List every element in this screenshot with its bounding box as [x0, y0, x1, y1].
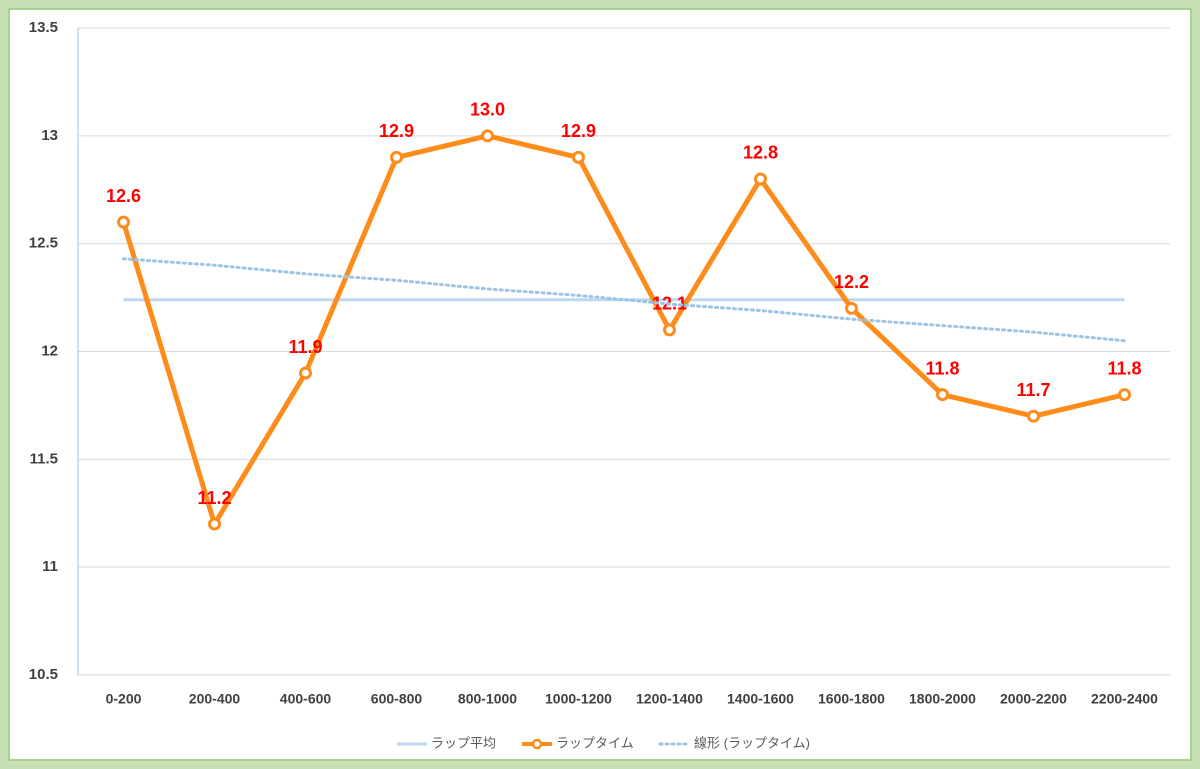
x-tick-label: 200-400 [189, 691, 241, 707]
x-tick-label: 1000-1200 [545, 691, 612, 707]
data-label: 11.9 [288, 337, 322, 357]
y-tick-label: 11 [42, 558, 58, 575]
chart-area [8, 8, 1192, 761]
point-marker [1118, 388, 1131, 402]
x-tick-label: 1800-2000 [909, 691, 976, 707]
point-marker [390, 150, 403, 164]
legend-label: ラップタイム [556, 735, 634, 750]
point-marker [663, 323, 676, 337]
data-label: 12.2 [834, 272, 869, 292]
data-label: 11.8 [925, 358, 959, 378]
x-tick-label: 400-600 [280, 691, 332, 707]
data-label: 11.2 [197, 488, 231, 508]
y-tick-label: 11.5 [30, 450, 58, 467]
series-line [122, 257, 1126, 343]
x-tick-label: 600-800 [371, 691, 423, 707]
point-marker [1027, 409, 1040, 423]
y-tick-label: 12 [41, 342, 58, 359]
point-marker [936, 388, 949, 402]
legend-marker [531, 738, 543, 750]
point-marker [754, 172, 767, 186]
data-label: 12.6 [106, 186, 141, 206]
x-tick-label: 0-200 [106, 691, 142, 707]
data-label: 11.7 [1016, 380, 1050, 400]
data-label: 11.8 [1107, 358, 1141, 378]
y-tick-label: 13 [41, 127, 58, 144]
data-label: 12.9 [561, 121, 596, 141]
x-tick-label: 1200-1400 [636, 691, 703, 707]
x-tick-label: 1400-1600 [727, 691, 794, 707]
point-marker [481, 129, 494, 143]
x-tick-label: 2200-2400 [1091, 691, 1158, 707]
x-tick-label: 2000-2200 [1000, 691, 1067, 707]
point-marker [572, 150, 585, 164]
data-label: 13.0 [470, 100, 505, 120]
legend-label: 線形 (ラップタイム) [694, 735, 810, 750]
series-line [121, 133, 1126, 527]
y-tick-label: 13.5 [29, 19, 58, 36]
data-label: 12.8 [743, 143, 778, 163]
y-tick-label: 12.5 [29, 235, 58, 252]
x-tick-label: 800-1000 [458, 691, 517, 707]
legend-label: ラップ平均 [431, 735, 496, 750]
point-marker [299, 366, 312, 380]
point-marker [845, 301, 858, 315]
y-tick-label: 10.5 [29, 666, 58, 683]
data-label: 12.9 [379, 121, 414, 141]
x-tick-label: 1600-1800 [818, 691, 885, 707]
point-marker [117, 215, 130, 229]
point-marker [208, 517, 221, 531]
